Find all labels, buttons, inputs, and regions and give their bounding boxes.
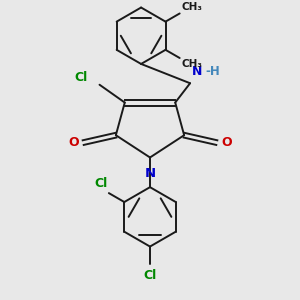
Text: Cl: Cl <box>94 177 107 190</box>
Text: -H: -H <box>206 65 220 78</box>
Text: O: O <box>68 136 79 149</box>
Text: Cl: Cl <box>143 269 157 282</box>
Text: N: N <box>192 65 202 78</box>
Text: CH₃: CH₃ <box>181 59 202 70</box>
Text: Cl: Cl <box>74 71 88 84</box>
Text: CH₃: CH₃ <box>181 2 202 12</box>
Text: N: N <box>144 167 156 180</box>
Text: O: O <box>221 136 232 149</box>
